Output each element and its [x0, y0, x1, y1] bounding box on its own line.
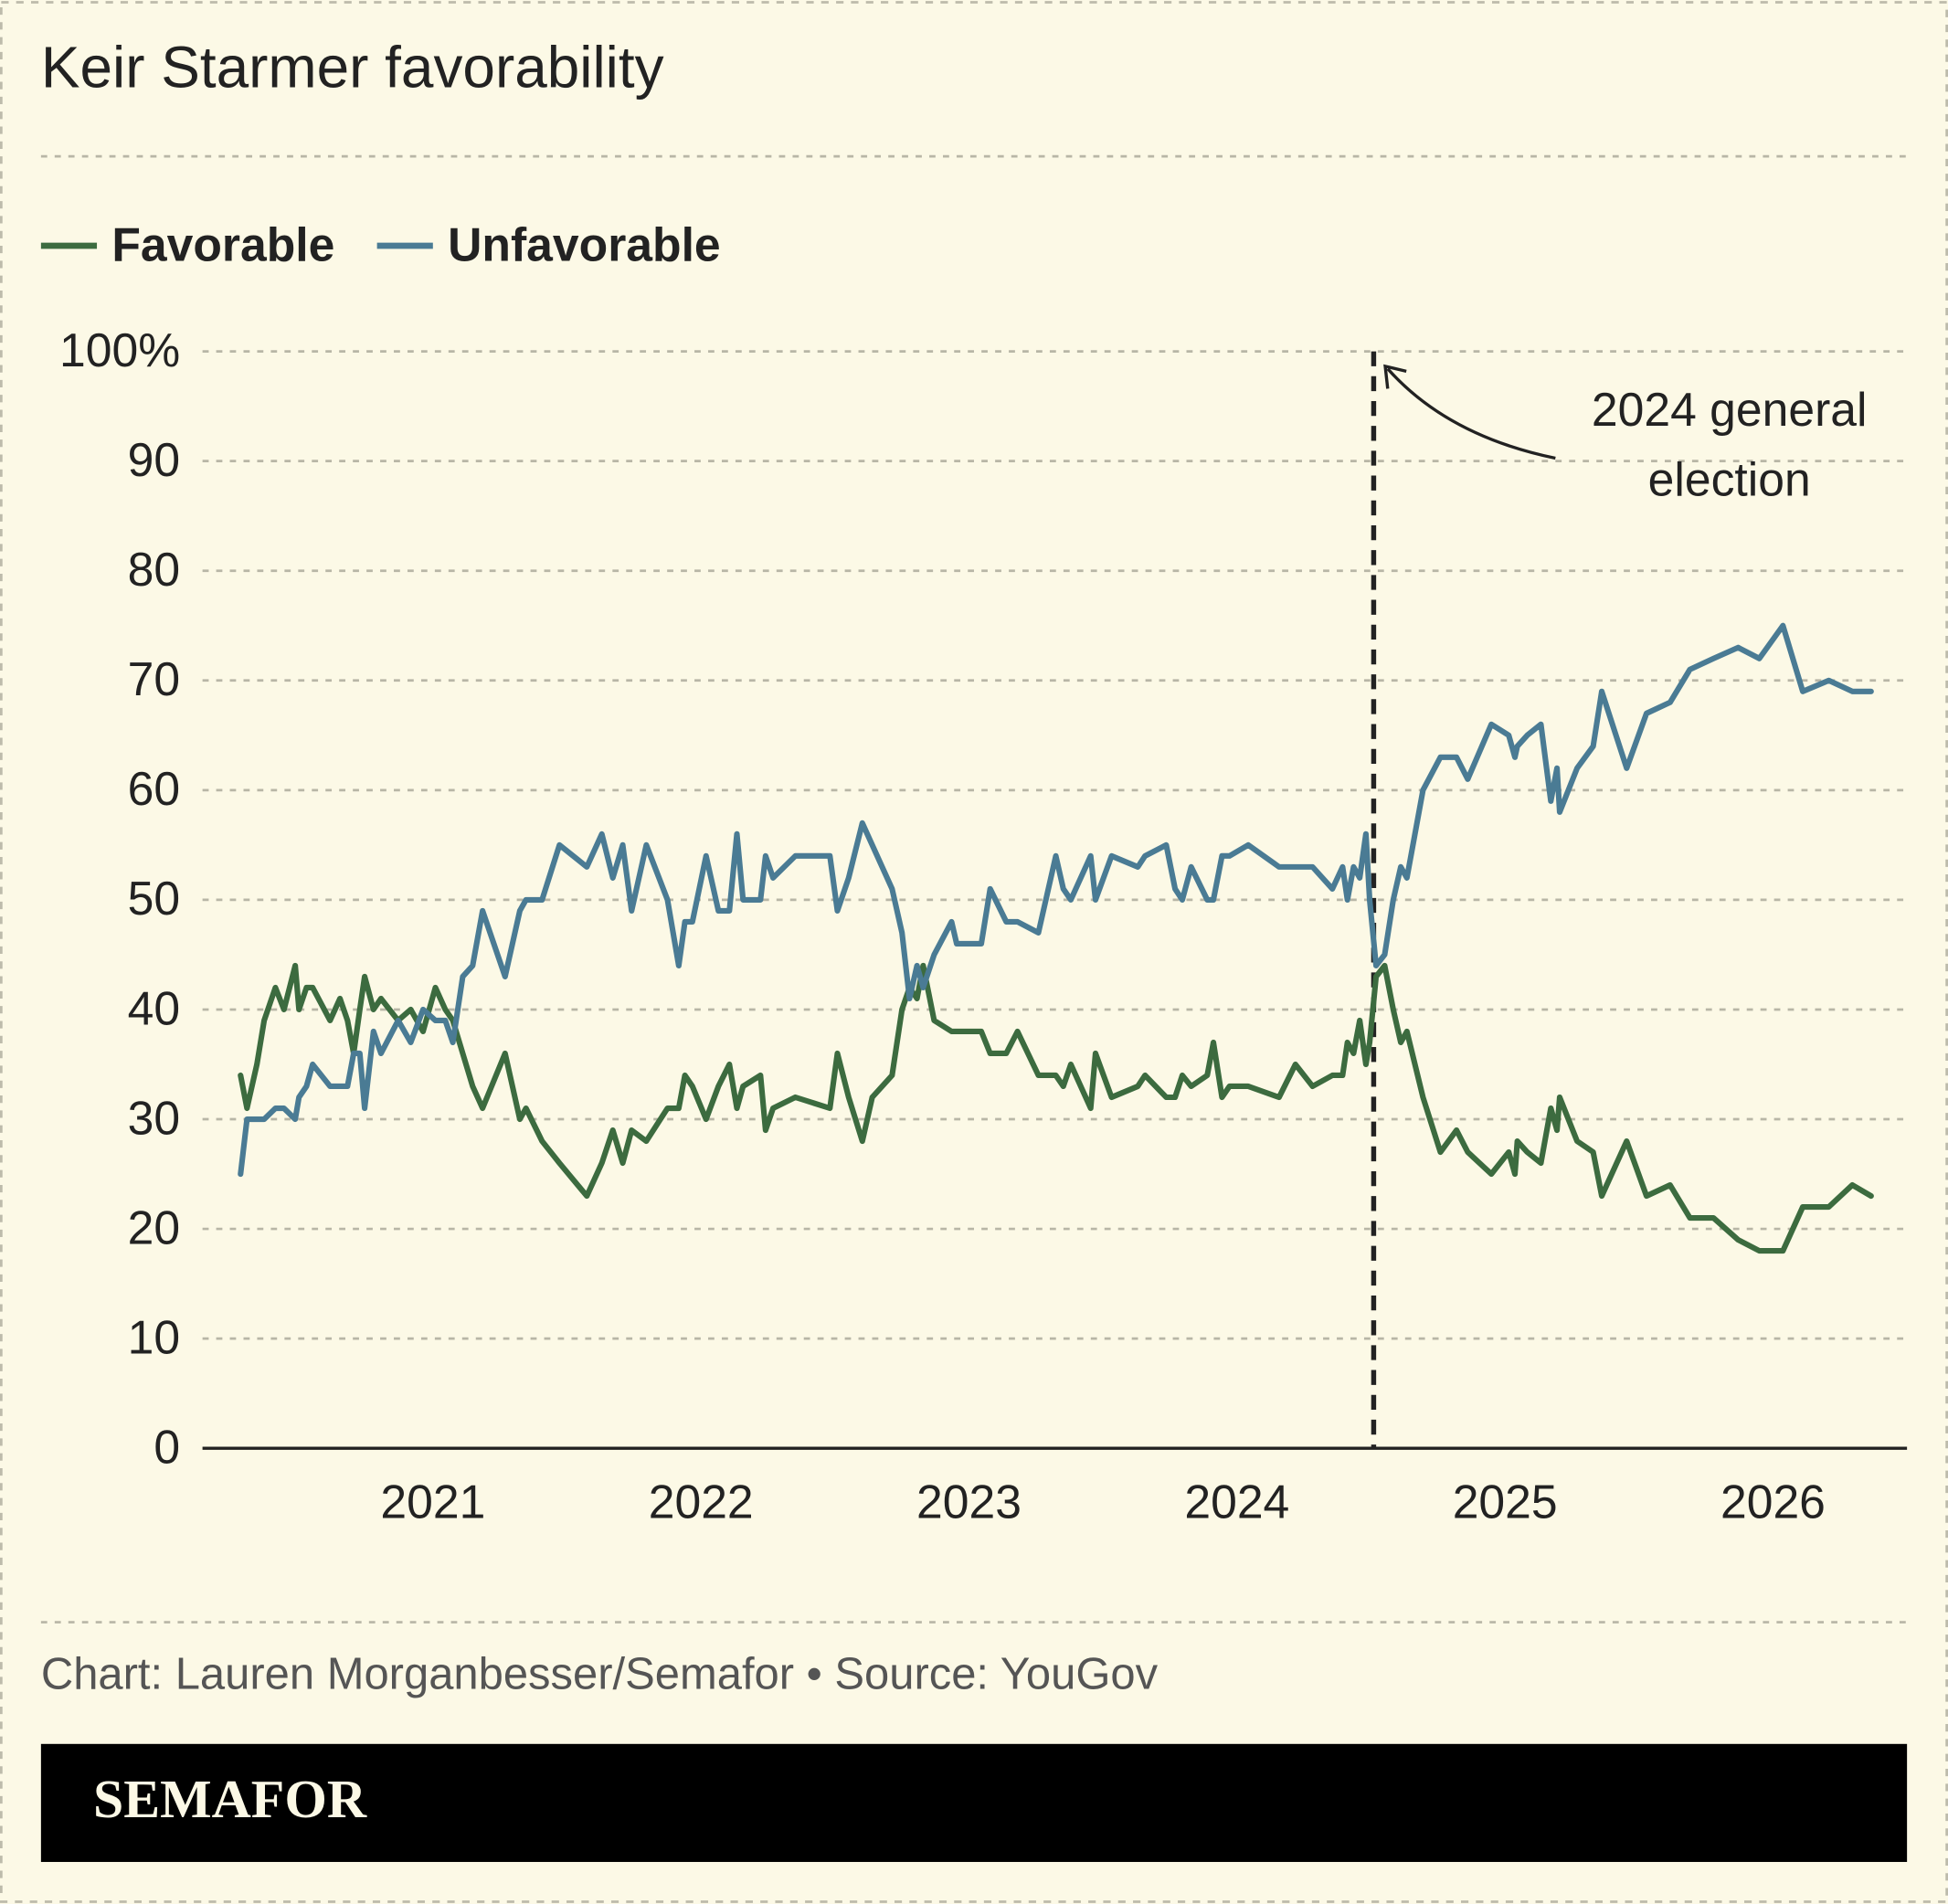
- x-tick-label: 2026: [1720, 1475, 1826, 1528]
- annotation-arrowhead: [1383, 364, 1407, 389]
- annotation-text: 2024 general: [1592, 383, 1868, 436]
- legend: Favorable Unfavorable: [40, 217, 721, 270]
- y-tick-label: 80: [128, 543, 180, 596]
- legend-label: Unfavorable: [448, 217, 721, 270]
- x-tick-label: 2021: [380, 1475, 485, 1528]
- annotation-text: election: [1648, 452, 1811, 505]
- brand: SEMAFOR: [93, 1769, 367, 1829]
- y-tick-label: 60: [128, 762, 180, 815]
- x-tick-label: 2025: [1453, 1475, 1558, 1528]
- y-tick-label: 0: [154, 1421, 180, 1474]
- source-note: Chart: Lauren Morganbesser/Semafor • Sou…: [41, 1649, 1159, 1698]
- legend-label: Favorable: [111, 217, 334, 270]
- footer-bar: [40, 1743, 1908, 1862]
- x-tick-label: 2024: [1184, 1475, 1289, 1528]
- y-tick-label: 70: [128, 652, 180, 705]
- y-tick-label: 20: [128, 1201, 180, 1253]
- series-line: [238, 962, 1874, 1254]
- plot: 0 10 20 30 40 50 60 70 80 90 100% 2021 2022 2023 2024 2…: [59, 323, 1908, 1528]
- y-tick-label: 50: [128, 872, 180, 925]
- y-tick-label: 100%: [59, 323, 180, 376]
- x-tick-label: 2023: [916, 1475, 1022, 1528]
- annotation-arrow: [1386, 367, 1556, 460]
- y-tick-label: 90: [128, 433, 180, 486]
- series-line: [238, 622, 1874, 1178]
- y-tick-label: 40: [128, 981, 180, 1034]
- y-tick-label: 30: [128, 1091, 180, 1144]
- y-tick-label: 10: [128, 1310, 180, 1363]
- x-tick-label: 2022: [649, 1475, 754, 1528]
- chart-title: Keir Starmer favorability: [41, 35, 664, 100]
